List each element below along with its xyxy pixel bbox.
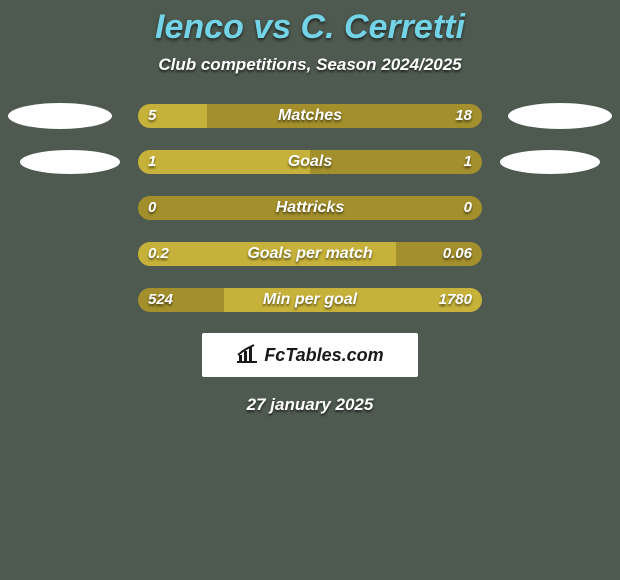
stat-row-matches: 5 Matches 18 (0, 103, 620, 129)
bar-chart-icon (236, 343, 258, 368)
subtitle-container: Club competitions, Season 2024/2025 (0, 55, 620, 75)
bar-fill-left (138, 150, 310, 174)
title-container: Ienco vs C. Cerretti (0, 0, 620, 47)
right-value: 0 (464, 195, 472, 221)
player-right-ellipse (500, 150, 600, 174)
player-left-ellipse (20, 150, 120, 174)
stat-row-hattricks: 0 Hattricks 0 (0, 195, 620, 221)
left-value: 1 (148, 149, 156, 175)
stat-row-goals-per-match: 0.2 Goals per match 0.06 (0, 241, 620, 267)
stat-row-min-per-goal: 524 Min per goal 1780 (0, 287, 620, 313)
page-title: Ienco vs C. Cerretti (155, 8, 465, 46)
left-value: 524 (148, 287, 173, 313)
bar-track (138, 242, 482, 266)
comparison-infographic: Ienco vs C. Cerretti Club competitions, … (0, 0, 620, 580)
stat-row-goals: 1 Goals 1 (0, 149, 620, 175)
date-container: 27 january 2025 (0, 395, 620, 415)
left-value: 5 (148, 103, 156, 129)
right-value: 1 (464, 149, 472, 175)
player-left-ellipse (8, 103, 112, 129)
right-value: 18 (455, 103, 472, 129)
right-value: 0.06 (443, 241, 472, 267)
logo-text: FcTables.com (264, 345, 383, 366)
bar-track (138, 196, 482, 220)
left-value: 0 (148, 195, 156, 221)
left-value: 0.2 (148, 241, 169, 267)
subtitle-text: Club competitions, Season 2024/2025 (158, 55, 461, 74)
date-text: 27 january 2025 (247, 395, 374, 414)
bar-track (138, 150, 482, 174)
bar-track (138, 104, 482, 128)
bar-fill-left (138, 242, 396, 266)
player-right-ellipse (508, 103, 612, 129)
right-value: 1780 (439, 287, 472, 313)
logo-box: FcTables.com (202, 333, 418, 377)
bar-track (138, 288, 482, 312)
stat-rows: 5 Matches 18 1 Goals 1 0 Hattricks 0 (0, 103, 620, 313)
